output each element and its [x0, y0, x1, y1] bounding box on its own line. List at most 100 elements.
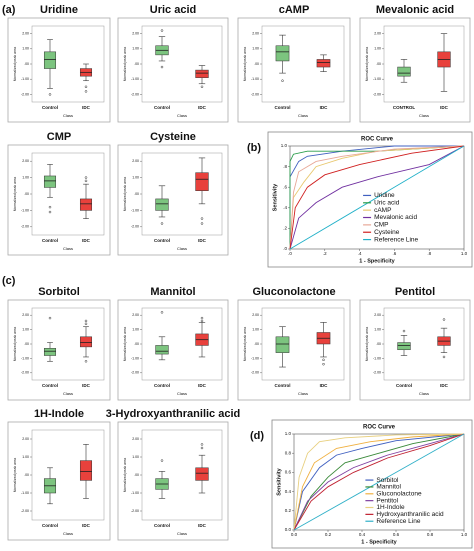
y-tick-label: 2.00	[22, 313, 29, 317]
outlier	[200, 319, 204, 323]
x-tick-label: IDC	[320, 105, 329, 110]
y-tick-label: -2.00	[251, 92, 259, 96]
panel-label: (b)	[247, 142, 261, 154]
legend-label: Sorbitol	[376, 477, 399, 484]
chart-title: cAMP	[279, 4, 310, 16]
y-tick-label: .00	[376, 62, 381, 66]
y-tick-label: 1.0	[285, 431, 292, 436]
y-tick-label: .00	[24, 192, 29, 196]
outlier	[84, 90, 88, 93]
roc-line	[293, 433, 465, 531]
y-tick-label: 2.00	[374, 313, 381, 317]
plot-area	[293, 433, 465, 531]
outlier	[200, 443, 204, 446]
x-tick-label: IDC	[198, 383, 207, 388]
y-tick-label: -2.00	[21, 225, 29, 229]
y-tick-label: 1.00	[374, 328, 381, 332]
box	[43, 175, 57, 188]
panel-label: (d)	[250, 430, 264, 442]
chart-title: Cysteine	[150, 131, 196, 143]
x-tick-label: IDC	[82, 383, 91, 388]
y-tick-label: -1.00	[131, 208, 139, 212]
y-tick-label: 2.00	[132, 313, 139, 317]
y-tick-label: -1.00	[373, 77, 381, 81]
y-tick-label: 1.00	[132, 176, 139, 180]
y-tick-label: 2.00	[22, 159, 29, 163]
x-axis-label: Class	[177, 391, 187, 396]
y-tick-label: 2.00	[22, 32, 29, 36]
y-tick-label: -1.00	[251, 356, 259, 360]
outlier	[200, 217, 204, 220]
x-tick-label: Control	[275, 383, 291, 388]
x-tick-label: Control	[154, 523, 170, 528]
outlier	[322, 362, 325, 366]
x-tick-label: 1.0	[461, 532, 468, 537]
roc-line	[289, 145, 465, 250]
panel-frame	[117, 17, 229, 123]
chart-title: Mevalonic acid	[376, 4, 454, 16]
y-tick-label: -2.00	[131, 225, 139, 229]
panel-frame	[117, 421, 229, 541]
chart-title: Uridine	[40, 4, 78, 16]
x-axis-label: Class	[298, 391, 308, 396]
y-tick-label: -1.00	[21, 208, 29, 212]
box	[275, 336, 290, 353]
y-tick-label: .00	[134, 62, 139, 66]
y-tick-label: 0.4	[285, 489, 292, 494]
panel-frame	[7, 17, 111, 123]
y-tick-label: .00	[24, 62, 29, 66]
y-tick-label: 1.00	[132, 328, 139, 332]
roc-line	[293, 433, 465, 531]
outlier	[84, 179, 88, 183]
x-tick-label: CONTROL	[393, 105, 415, 110]
outlier	[160, 222, 164, 225]
y-tick-label: 1.00	[22, 47, 29, 51]
x-tick-label: .0	[288, 251, 292, 256]
y-tick-label: .00	[134, 192, 139, 196]
x-axis-label: Class	[63, 246, 73, 251]
outlier	[84, 85, 88, 89]
box	[397, 66, 411, 77]
x-tick-label: 0.6	[393, 532, 400, 537]
y-tick-label: -1.00	[21, 77, 29, 81]
y-tick-label: .00	[134, 342, 139, 346]
y-tick-label: 1.00	[374, 47, 381, 51]
legend-label: Hydroxyanthranilic acid	[376, 511, 444, 518]
y-tick-label: -2.00	[21, 92, 29, 96]
chart-title: 1H-Indole	[34, 408, 84, 420]
panel-label: (a)	[2, 4, 16, 16]
panel-frame	[117, 144, 229, 256]
legend-label: CMP	[374, 222, 388, 229]
panel-frame	[7, 299, 111, 401]
box	[155, 345, 169, 355]
chart-title: Sorbitol	[38, 286, 80, 298]
panel-frame	[237, 17, 351, 123]
chart-title: CMP	[47, 131, 71, 143]
box	[43, 51, 57, 69]
y-tick-label: 1.00	[132, 47, 139, 51]
legend-label: Pentitol	[376, 497, 398, 504]
legend-label: Uric acid	[374, 200, 400, 207]
y-axis-label: Normalized peak area	[13, 47, 17, 81]
x-axis-label: Class	[298, 113, 308, 118]
outlier	[84, 322, 88, 326]
box	[195, 467, 209, 481]
x-tick-label: Control	[42, 105, 58, 110]
y-tick-label: .00	[134, 473, 139, 477]
outlier	[200, 85, 204, 89]
y-tick-label: -2.00	[131, 92, 139, 96]
y-tick-label: -2.00	[21, 509, 29, 513]
x-tick-label: IDC	[82, 105, 91, 110]
outlier	[200, 222, 204, 225]
y-tick-label: .4	[283, 205, 287, 210]
y-axis-label: Normalized peak area	[13, 177, 17, 211]
x-axis-label: Class	[63, 531, 73, 536]
y-tick-label: 0.6	[285, 470, 292, 475]
x-tick-label: Control	[154, 383, 170, 388]
roc-line	[289, 145, 465, 250]
outlier	[48, 93, 52, 96]
roc-line	[289, 145, 465, 250]
roc-line	[293, 433, 465, 531]
x-axis-label: Class	[177, 246, 187, 251]
y-tick-label: .6	[283, 184, 287, 189]
